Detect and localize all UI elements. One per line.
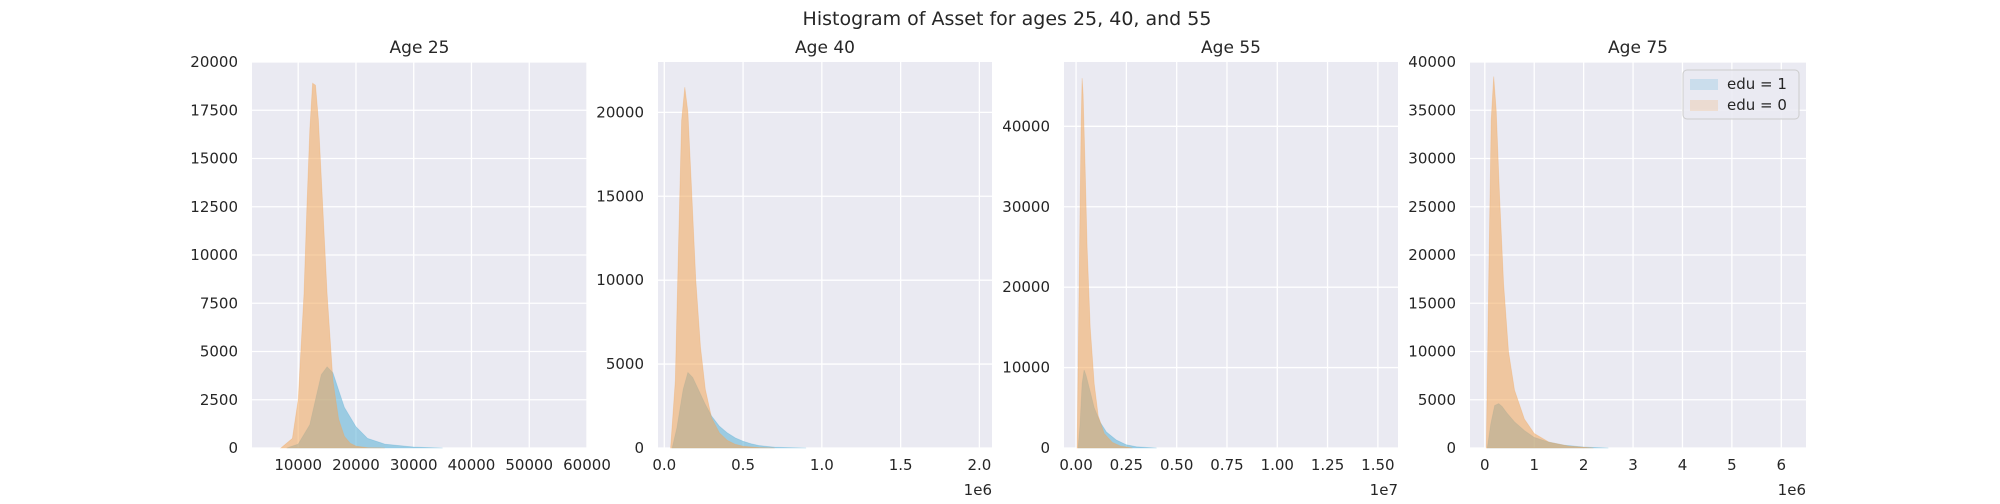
x-tick-label: 50000	[505, 456, 553, 474]
x-tick-label: 1.00	[1261, 456, 1294, 474]
y-tick-label: 30000	[1002, 198, 1050, 216]
y-tick-label: 2500	[200, 391, 238, 409]
x-tick-label: 0	[1480, 456, 1490, 474]
y-tick-label: 7500	[200, 294, 238, 312]
histogram-edu0	[670, 87, 775, 449]
plot-area	[1064, 62, 1398, 448]
y-tick-label: 10000	[596, 271, 644, 289]
y-tick-label: 10000	[1408, 343, 1456, 361]
x-tick-label: 3	[1628, 456, 1638, 474]
panel-1: Age 40 0.0 0.5 1.0 1.5 2.0 0 5000 10000 15000 2000…	[596, 38, 992, 499]
legend-label: edu = 1	[1727, 75, 1787, 93]
x-tick-label: 0.0	[652, 456, 676, 474]
panel-2: Age 55 0.00 0.25 0.50 0.75 1.00 1.25 1.50 0 10000…	[1002, 38, 1398, 499]
x-tick-label: 6	[1777, 456, 1787, 474]
histogram-edu0	[1485, 76, 1594, 449]
x-tick-label: 2.0	[967, 456, 991, 474]
x-tick-label: 0.00	[1059, 456, 1092, 474]
x-tick-label: 0.50	[1160, 456, 1193, 474]
panel-title: Age 40	[795, 38, 855, 58]
y-tick-label: 0	[228, 439, 238, 457]
y-tick-label: 20000	[190, 53, 238, 71]
y-tick-label: 20000	[596, 103, 644, 121]
y-tick-label: 20000	[1002, 278, 1050, 296]
legend-swatch	[1690, 100, 1718, 111]
y-tick-label: 35000	[1408, 101, 1456, 119]
y-tick-label: 25000	[1408, 198, 1456, 216]
y-tick-label: 0	[634, 439, 644, 457]
y-tick-label: 5000	[1418, 391, 1456, 409]
histogram-edu0	[1076, 78, 1133, 449]
panel-title: Age 55	[1201, 38, 1261, 58]
legend-label: edu = 0	[1727, 96, 1787, 114]
x-tick-label: 1.25	[1311, 456, 1344, 474]
x-tick-label: 10000	[274, 456, 322, 474]
y-tick-label: 5000	[606, 355, 644, 373]
y-tick-label: 10000	[190, 246, 238, 264]
histogram-edu0	[279, 82, 385, 449]
y-tick-label: 0	[1040, 439, 1050, 457]
x-tick-label: 1.50	[1361, 456, 1394, 474]
y-tick-label: 10000	[1002, 359, 1050, 377]
panel-0: Age 25 10000 20000 30000 40000 50000 60000 0 250…	[190, 38, 611, 474]
panel-title: Age 75	[1608, 38, 1668, 58]
y-tick-label: 20000	[1408, 246, 1456, 264]
x-tick-label: 5	[1727, 456, 1737, 474]
y-tick-label: 40000	[1408, 53, 1456, 71]
x-tick-label: 0.75	[1210, 456, 1243, 474]
y-tick-label: 30000	[1408, 150, 1456, 168]
x-offset-label: 1e7	[1370, 481, 1398, 499]
x-tick-label: 1.0	[810, 456, 834, 474]
y-tick-label: 15000	[190, 150, 238, 168]
x-tick-label: 60000	[563, 456, 611, 474]
y-tick-label: 0	[1446, 439, 1456, 457]
y-tick-label: 5000	[200, 343, 238, 361]
x-tick-label: 0.25	[1110, 456, 1143, 474]
x-tick-label: 2	[1579, 456, 1589, 474]
panel-3: Age 75 0 1 2 3 4 5 6 0 5000 10000 15000 20000 25000 30…	[1408, 38, 1806, 499]
legend: edu = 1 edu = 0	[1682, 69, 1800, 120]
x-tick-label: 40000	[448, 456, 496, 474]
legend-swatch	[1690, 79, 1718, 90]
y-tick-label: 17500	[190, 101, 238, 119]
legend-box	[1682, 69, 1800, 120]
y-tick-label: 15000	[1408, 294, 1456, 312]
x-tick-label: 1	[1529, 456, 1539, 474]
plot-area	[658, 62, 992, 448]
y-tick-label: 40000	[1002, 117, 1050, 135]
x-offset-label: 1e6	[1778, 481, 1806, 499]
y-tick-label: 12500	[190, 198, 238, 216]
x-tick-label: 4	[1678, 456, 1688, 474]
panel-title: Age 25	[390, 38, 450, 58]
x-offset-label: 1e6	[964, 481, 992, 499]
figure-title: Histogram of Asset for ages 25, 40, and …	[803, 8, 1212, 30]
x-tick-label: 20000	[332, 456, 380, 474]
x-tick-label: 1.5	[889, 456, 913, 474]
y-tick-label: 15000	[596, 187, 644, 205]
x-tick-label: 30000	[390, 456, 438, 474]
x-tick-label: 0.5	[731, 456, 755, 474]
